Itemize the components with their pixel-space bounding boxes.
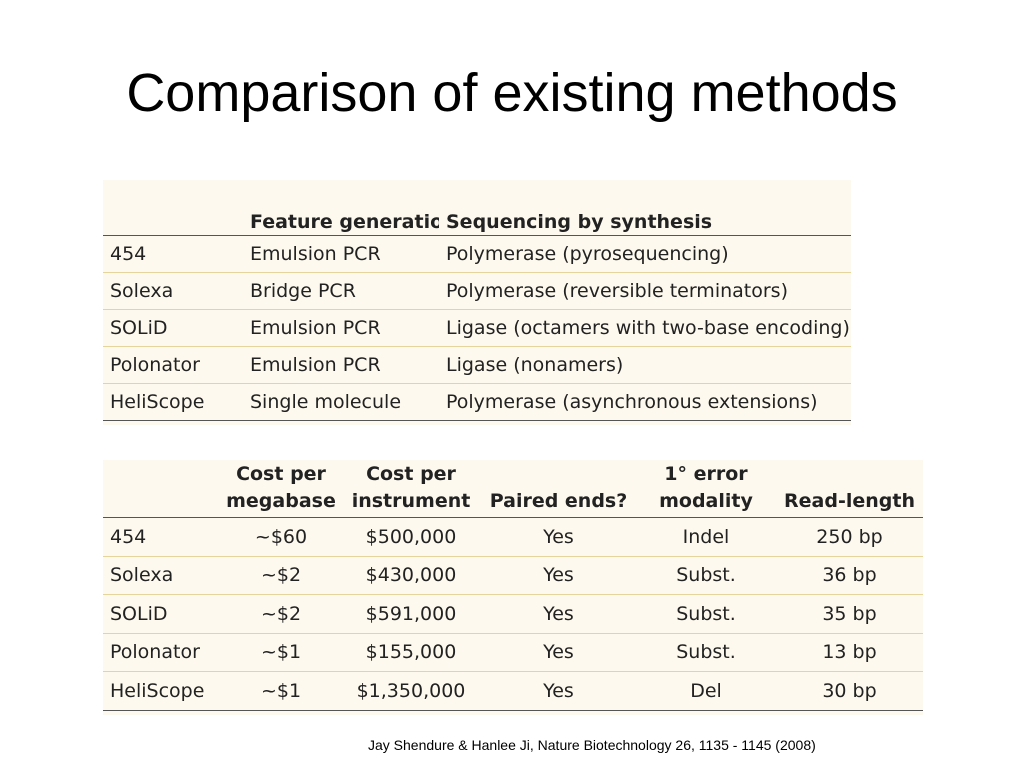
sequencing-cell: Polymerase (reversible terminators)	[439, 272, 851, 310]
cost-per-megabase-cell: ~$2	[221, 556, 341, 595]
platform-cell: 454	[103, 235, 243, 273]
error-modality-cell: Subst.	[636, 633, 776, 672]
sequencing-cell: Ligase (octamers with two-base encoding)	[439, 309, 851, 347]
slide-title: Comparison of existing methods	[126, 63, 898, 123]
methods-table: Feature generation Sequencing by synthes…	[103, 180, 851, 425]
paired-ends-cell: Yes	[481, 671, 636, 711]
cost-per-instrument-cell: $500,000	[341, 517, 481, 557]
sequencing-cell: Ligase (nonamers)	[439, 346, 851, 384]
paired-ends-cell: Yes	[481, 633, 636, 672]
sequencing-cell: Polymerase (pyrosequencing)	[439, 235, 851, 273]
cost-per-megabase-cell: ~$2	[221, 594, 341, 634]
cost-per-megabase-cell: ~$1	[221, 633, 341, 672]
column-header: Feature generation	[243, 200, 439, 236]
error-modality-cell: Subst.	[636, 594, 776, 634]
paired-ends-cell: Yes	[481, 556, 636, 595]
platform-cell: Polonator	[103, 633, 221, 672]
table-row: SOLiD ~$2 $591,000 Yes Subst. 35 bp	[103, 594, 923, 634]
feature-generation-cell: Bridge PCR	[243, 272, 439, 310]
table-row: HeliScope ~$1 $1,350,000 Yes Del 30 bp	[103, 671, 923, 711]
cost-per-instrument-cell: $155,000	[341, 633, 481, 672]
column-header	[103, 460, 221, 518]
table-row: 454 Emulsion PCR Polymerase (pyrosequenc…	[103, 235, 851, 273]
table-row: Polonator ~$1 $155,000 Yes Subst. 13 bp	[103, 633, 923, 672]
cost-per-megabase-cell: ~$60	[221, 517, 341, 557]
read-length-cell: 250 bp	[776, 517, 923, 557]
table-row: Solexa ~$2 $430,000 Yes Subst. 36 bp	[103, 556, 923, 595]
read-length-cell: 35 bp	[776, 594, 923, 634]
column-header: Sequencing by synthesis	[439, 200, 851, 236]
error-modality-cell: Indel	[636, 517, 776, 557]
read-length-cell: 30 bp	[776, 671, 923, 711]
platform-cell: HeliScope	[103, 383, 243, 421]
table-header-row: Cost per megabase Cost per instrument Pair…	[103, 460, 923, 518]
column-header: Cost per instrument	[341, 460, 481, 518]
platform-cell: SOLiD	[103, 309, 243, 347]
table-row: Polonator Emulsion PCR Ligase (nonamers)	[103, 346, 851, 384]
feature-generation-cell: Emulsion PCR	[243, 235, 439, 273]
error-modality-cell: Subst.	[636, 556, 776, 595]
cost-per-instrument-cell: $591,000	[341, 594, 481, 634]
table-row: SOLiD Emulsion PCR Ligase (octamers with…	[103, 309, 851, 347]
feature-generation-cell: Emulsion PCR	[243, 309, 439, 347]
column-header	[103, 200, 243, 236]
column-header: Read-length	[776, 460, 923, 518]
read-length-cell: 13 bp	[776, 633, 923, 672]
error-modality-cell: Del	[636, 671, 776, 711]
platform-cell: HeliScope	[103, 671, 221, 711]
column-header: 1° error modality	[636, 460, 776, 518]
platform-cell: Solexa	[103, 272, 243, 310]
citation: Jay Shendure & Hanlee Ji, Nature Biotech…	[368, 737, 816, 753]
column-header: Cost per megabase	[221, 460, 341, 518]
paired-ends-cell: Yes	[481, 517, 636, 557]
table-row: Solexa Bridge PCR Polymerase (reversible…	[103, 272, 851, 310]
platform-cell: Polonator	[103, 346, 243, 384]
table-row: 454 ~$60 $500,000 Yes Indel 250 bp	[103, 517, 923, 557]
cost-comparison-table: Cost per megabase Cost per instrument Pair…	[103, 460, 923, 715]
platform-cell: 454	[103, 517, 221, 557]
feature-generation-cell: Emulsion PCR	[243, 346, 439, 384]
table-header-row: Feature generation Sequencing by synthes…	[103, 200, 851, 236]
feature-generation-cell: Single molecule	[243, 383, 439, 421]
cost-per-instrument-cell: $1,350,000	[341, 671, 481, 711]
platform-cell: SOLiD	[103, 594, 221, 634]
cost-per-megabase-cell: ~$1	[221, 671, 341, 711]
paired-ends-cell: Yes	[481, 594, 636, 634]
cost-per-instrument-cell: $430,000	[341, 556, 481, 595]
read-length-cell: 36 bp	[776, 556, 923, 595]
sequencing-cell: Polymerase (asynchronous extensions)	[439, 383, 851, 421]
table-row: HeliScope Single molecule Polymerase (as…	[103, 383, 851, 421]
platform-cell: Solexa	[103, 556, 221, 595]
column-header: Paired ends?	[481, 460, 636, 518]
